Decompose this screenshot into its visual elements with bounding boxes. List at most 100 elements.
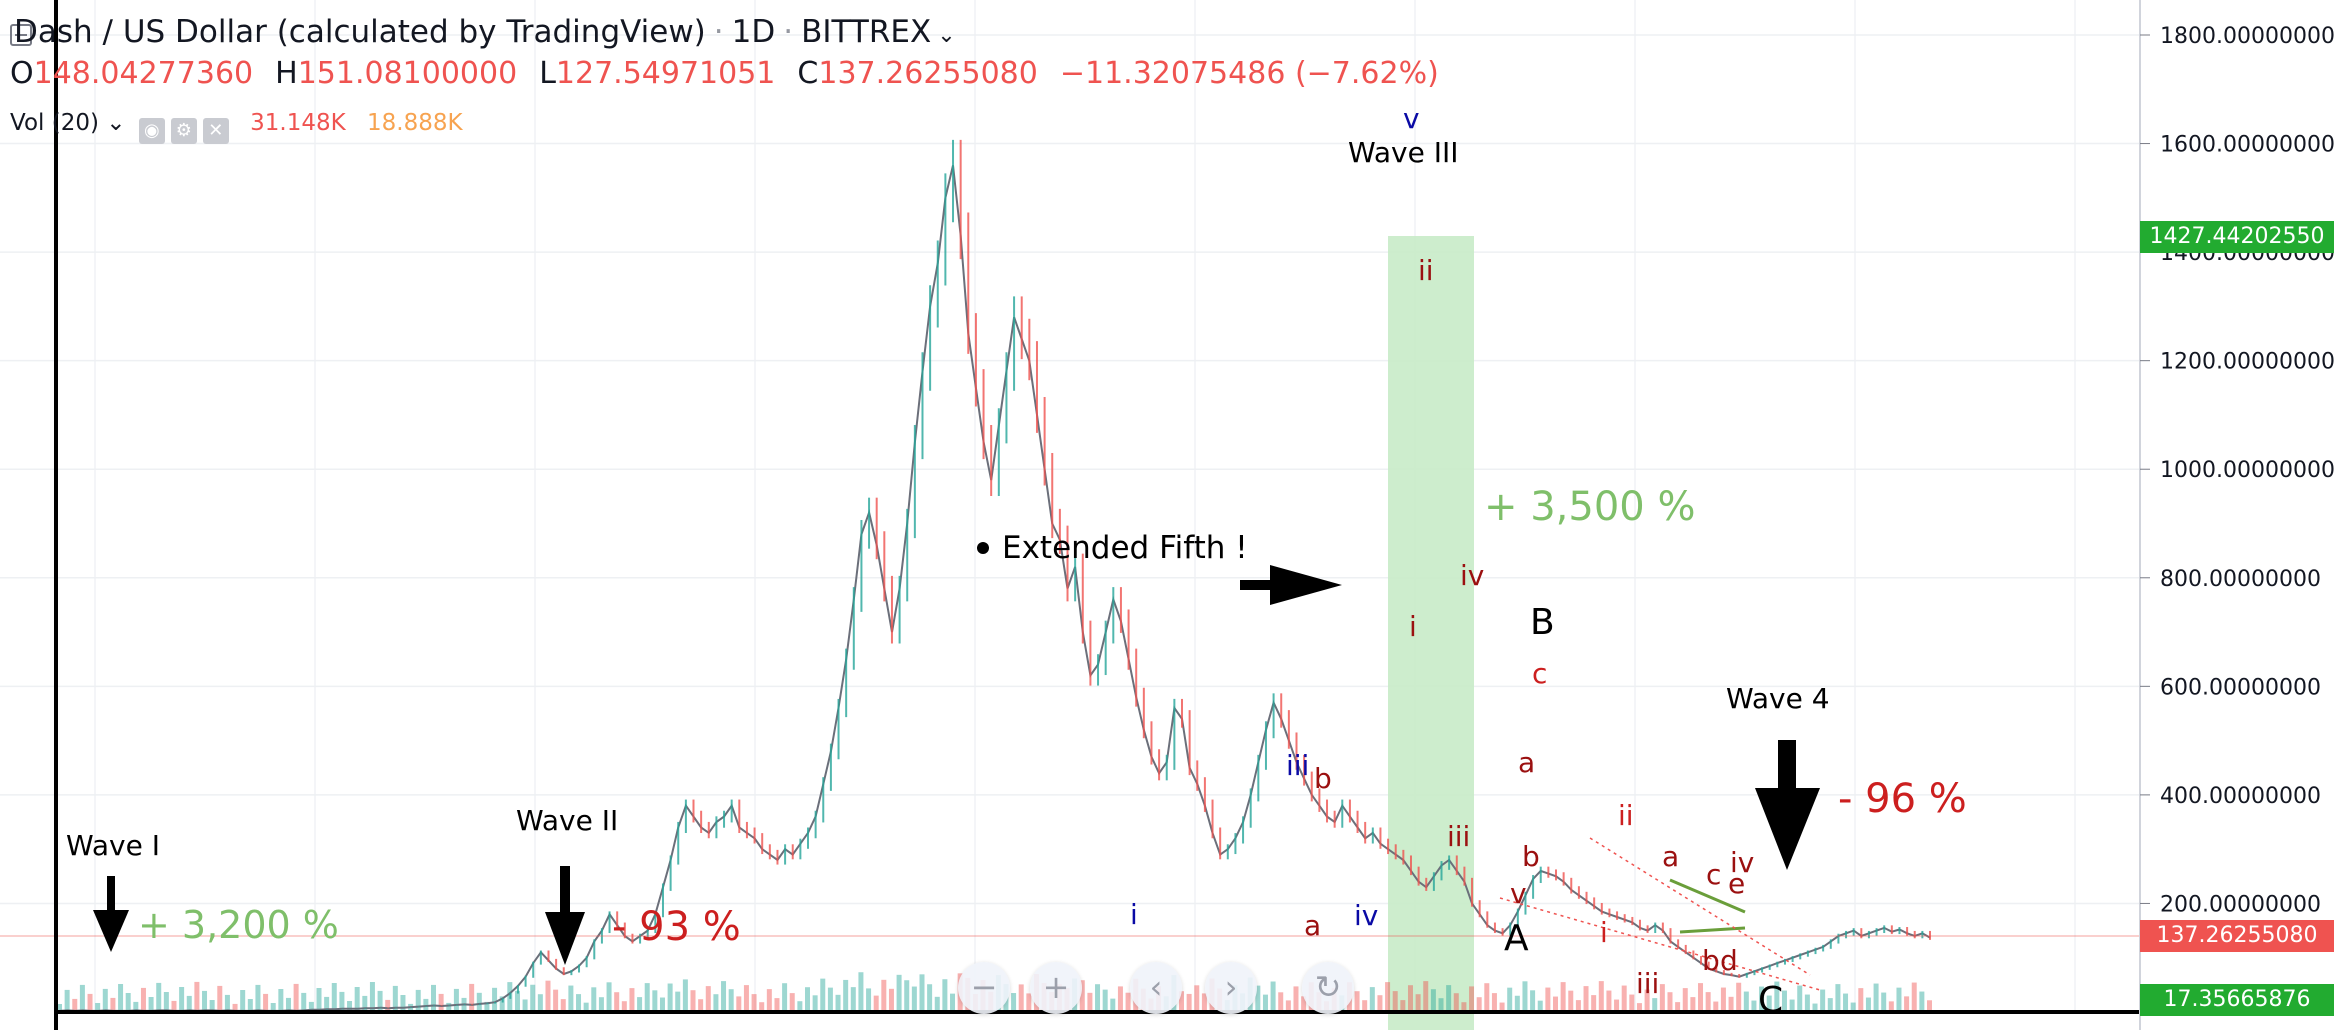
- volume-bar: [858, 972, 864, 1012]
- arrow-down-icon-wave1: [93, 876, 129, 952]
- volume-bar: [644, 983, 650, 1012]
- volume-bar: [1423, 981, 1429, 1012]
- volume-bar: [453, 988, 459, 1012]
- volume-bar: [308, 1001, 314, 1012]
- volume-bar: [1385, 982, 1391, 1012]
- volume-bar: [446, 1002, 452, 1012]
- volume-bar: [743, 985, 749, 1012]
- wave-iii-right: iii: [1636, 967, 1659, 1000]
- zoom-in-button[interactable]: +: [1030, 962, 1082, 1014]
- volume-bar: [927, 984, 933, 1012]
- volume-bar: [1553, 996, 1558, 1012]
- volume-bar: [514, 990, 520, 1012]
- volume-bar: [911, 986, 917, 1012]
- volume-bar: [1743, 991, 1749, 1012]
- volume-bar: [1675, 1002, 1681, 1012]
- volume-price-tag: 17.35665876: [2140, 984, 2334, 1016]
- volume-bar: [1087, 992, 1093, 1012]
- chevron-down-icon[interactable]: ⌄: [937, 23, 956, 48]
- volume-bar: [125, 993, 131, 1012]
- reset-chart-button[interactable]: ↻: [1302, 962, 1354, 1014]
- volume-bar: [415, 989, 421, 1012]
- volume-bar: [369, 982, 375, 1012]
- label-wave-2: Wave II: [516, 804, 618, 837]
- wave-iii-blue: iii: [1286, 749, 1309, 782]
- volume-bar: [942, 979, 948, 1012]
- volume-bar: [171, 1000, 177, 1012]
- volume-bar: [247, 999, 253, 1012]
- y-tick-label: 1000.00000000: [2160, 458, 2334, 483]
- close-icon[interactable]: ✕: [202, 118, 229, 144]
- label-C: C: [1758, 980, 1783, 1021]
- volume-bar: [72, 998, 78, 1012]
- volume-bar: [1812, 1003, 1818, 1012]
- volume-bar: [667, 983, 673, 1012]
- volume-bar: [1522, 981, 1528, 1012]
- y-tick-label: 200.00000000: [2160, 892, 2321, 917]
- label-loss-96: - 96 %: [1838, 776, 1967, 822]
- volume-bar: [1415, 994, 1421, 1012]
- volume-bar: [774, 998, 780, 1012]
- label-wave-4: Wave 4: [1726, 682, 1830, 715]
- gear-icon[interactable]: ⚙: [170, 118, 197, 144]
- volume-bar: [156, 982, 162, 1012]
- collapse-toggle-icon[interactable]: [10, 24, 32, 46]
- label-extended-fifth: Extended Fifth !: [1002, 530, 1248, 566]
- volume-bar: [606, 982, 612, 1012]
- volume-bar: [431, 984, 436, 1012]
- volume-bar: [1369, 987, 1375, 1012]
- wave-a-mid: a: [1518, 746, 1535, 779]
- volume-bar: [186, 995, 192, 1012]
- volume-bar: [904, 980, 910, 1012]
- volume-bar: [553, 989, 559, 1012]
- y-tick-label: 600.00000000: [2160, 675, 2321, 700]
- label-loss-93: - 93 %: [612, 904, 741, 950]
- volume-bar: [896, 974, 902, 1012]
- y-tick-label: 1200.00000000: [2160, 350, 2334, 375]
- volume-bar: [87, 993, 93, 1012]
- volume-bar: [537, 994, 543, 1012]
- volume-bar: [652, 990, 658, 1012]
- scroll-left-button[interactable]: ‹: [1130, 962, 1182, 1014]
- interval-label[interactable]: 1D: [731, 14, 776, 50]
- wave-d-right: d: [1720, 944, 1738, 977]
- volume-bar: [1362, 1000, 1368, 1012]
- volume-bar: [1659, 984, 1665, 1012]
- exchange-label[interactable]: BITTREX: [801, 14, 932, 50]
- chevron-down-icon[interactable]: ⌄: [106, 110, 126, 136]
- wave-ii-top: ii: [1418, 254, 1434, 287]
- volume-bar: [1491, 993, 1497, 1012]
- volume-bar: [1545, 987, 1551, 1012]
- volume-bar: [1667, 992, 1673, 1012]
- wave-v-top: v: [1403, 102, 1420, 135]
- y-tick-label: 400.00000000: [2160, 784, 2321, 809]
- volume-bar: [919, 974, 925, 1012]
- symbol-header[interactable]: Dash / US Dollar (calculated by TradingV…: [14, 14, 956, 50]
- volume-bar: [759, 1002, 765, 1012]
- volume-bar: [331, 983, 337, 1012]
- zoom-out-button[interactable]: −: [958, 962, 1010, 1014]
- volume-bar: [64, 989, 70, 1012]
- wave-c-right: c: [1706, 858, 1721, 891]
- volume-bar: [102, 988, 108, 1012]
- wave-ii-right: ii: [1618, 799, 1634, 832]
- volume-label: Vol (20): [10, 110, 99, 136]
- volume-bar: [263, 993, 269, 1012]
- label-gain-3200: + 3,200 %: [138, 903, 339, 947]
- volume-bar: [1438, 998, 1444, 1012]
- volume-bar: [637, 997, 643, 1012]
- scroll-right-button[interactable]: ›: [1205, 962, 1257, 1014]
- volume-bar: [1453, 993, 1459, 1012]
- y-tick-label: 1600.00000000: [2160, 133, 2334, 158]
- eye-icon[interactable]: ◉: [138, 118, 165, 144]
- volume-bar: [148, 997, 154, 1012]
- volume-bar: [583, 1002, 589, 1012]
- volume-bar: [1629, 994, 1635, 1012]
- wave-iii-mid: iii: [1447, 820, 1470, 853]
- volume-bar: [347, 1001, 353, 1012]
- volume-bar: [1621, 985, 1627, 1012]
- volume-bar: [385, 999, 391, 1012]
- volume-value-1: 31.148K: [250, 110, 346, 136]
- volume-bar: [850, 987, 856, 1012]
